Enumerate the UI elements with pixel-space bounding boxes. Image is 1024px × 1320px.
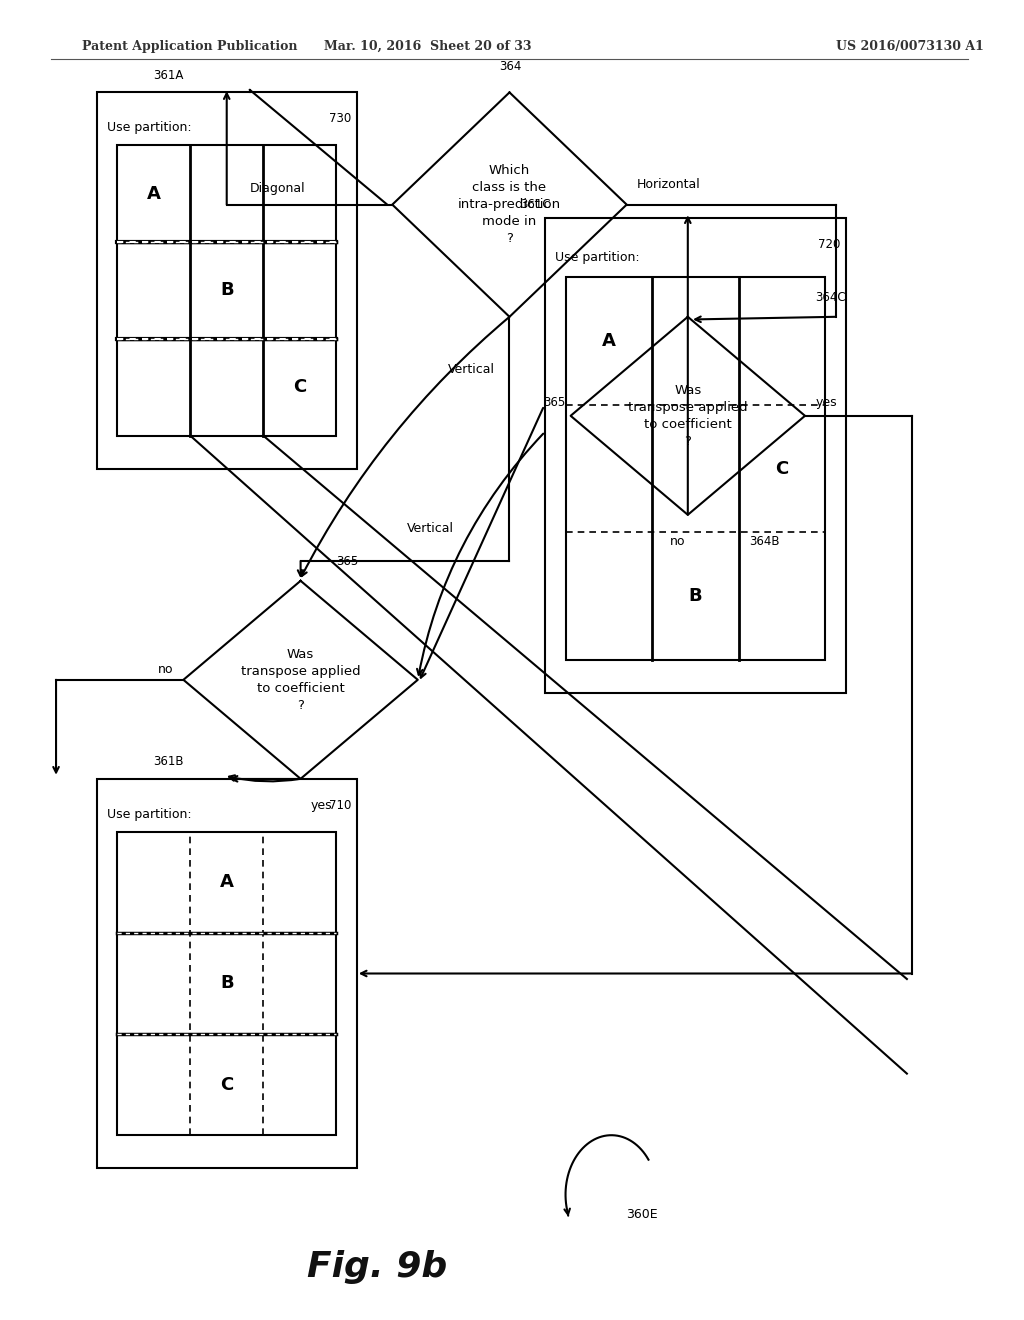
Text: Use partition:: Use partition: <box>106 121 191 135</box>
Text: Use partition:: Use partition: <box>106 808 191 821</box>
FancyBboxPatch shape <box>117 145 336 436</box>
Text: Horizontal: Horizontal <box>637 178 700 191</box>
Text: Diagonal: Diagonal <box>250 182 306 195</box>
Text: Use partition:: Use partition: <box>555 251 640 264</box>
Text: Was
transpose applied
to coefficient
?: Was transpose applied to coefficient ? <box>241 648 360 711</box>
Text: 361C: 361C <box>519 198 550 211</box>
Text: no: no <box>158 663 173 676</box>
Text: 720: 720 <box>818 238 841 251</box>
Text: Which
class is the
intra-prediction
mode in
?: Which class is the intra-prediction mode… <box>458 164 561 246</box>
Text: B: B <box>220 974 233 993</box>
Text: C: C <box>293 379 306 396</box>
Text: Patent Application Publication: Patent Application Publication <box>82 40 297 53</box>
Text: Vertical: Vertical <box>407 521 454 535</box>
Text: Fig. 9b: Fig. 9b <box>307 1250 447 1284</box>
Text: Vertical: Vertical <box>449 363 496 376</box>
FancyBboxPatch shape <box>545 218 846 693</box>
Text: 364: 364 <box>500 59 521 73</box>
Text: no: no <box>670 535 685 548</box>
Text: C: C <box>220 1076 233 1093</box>
FancyBboxPatch shape <box>565 277 825 660</box>
Text: A: A <box>146 185 161 202</box>
Text: A: A <box>220 874 233 891</box>
Text: Was
transpose applied
to coefficient
?: Was transpose applied to coefficient ? <box>628 384 748 447</box>
Text: US 2016/0073130 A1: US 2016/0073130 A1 <box>836 40 983 53</box>
Text: yes: yes <box>311 799 333 812</box>
Text: 365: 365 <box>544 396 565 409</box>
Text: 360E: 360E <box>626 1208 657 1221</box>
Text: 365: 365 <box>336 554 358 568</box>
Text: B: B <box>220 281 233 300</box>
Text: 364C: 364C <box>815 290 846 304</box>
Text: A: A <box>602 333 615 350</box>
Text: C: C <box>775 459 788 478</box>
Text: 361A: 361A <box>153 69 183 82</box>
Text: 361B: 361B <box>153 755 183 768</box>
Text: Mar. 10, 2016  Sheet 20 of 33: Mar. 10, 2016 Sheet 20 of 33 <box>325 40 531 53</box>
Text: 364B: 364B <box>749 535 779 548</box>
Text: yes: yes <box>815 396 837 409</box>
FancyBboxPatch shape <box>97 92 356 469</box>
FancyBboxPatch shape <box>97 779 356 1168</box>
Text: B: B <box>688 587 702 605</box>
FancyBboxPatch shape <box>117 832 336 1135</box>
Text: 730: 730 <box>330 112 351 125</box>
Text: 710: 710 <box>329 799 351 812</box>
